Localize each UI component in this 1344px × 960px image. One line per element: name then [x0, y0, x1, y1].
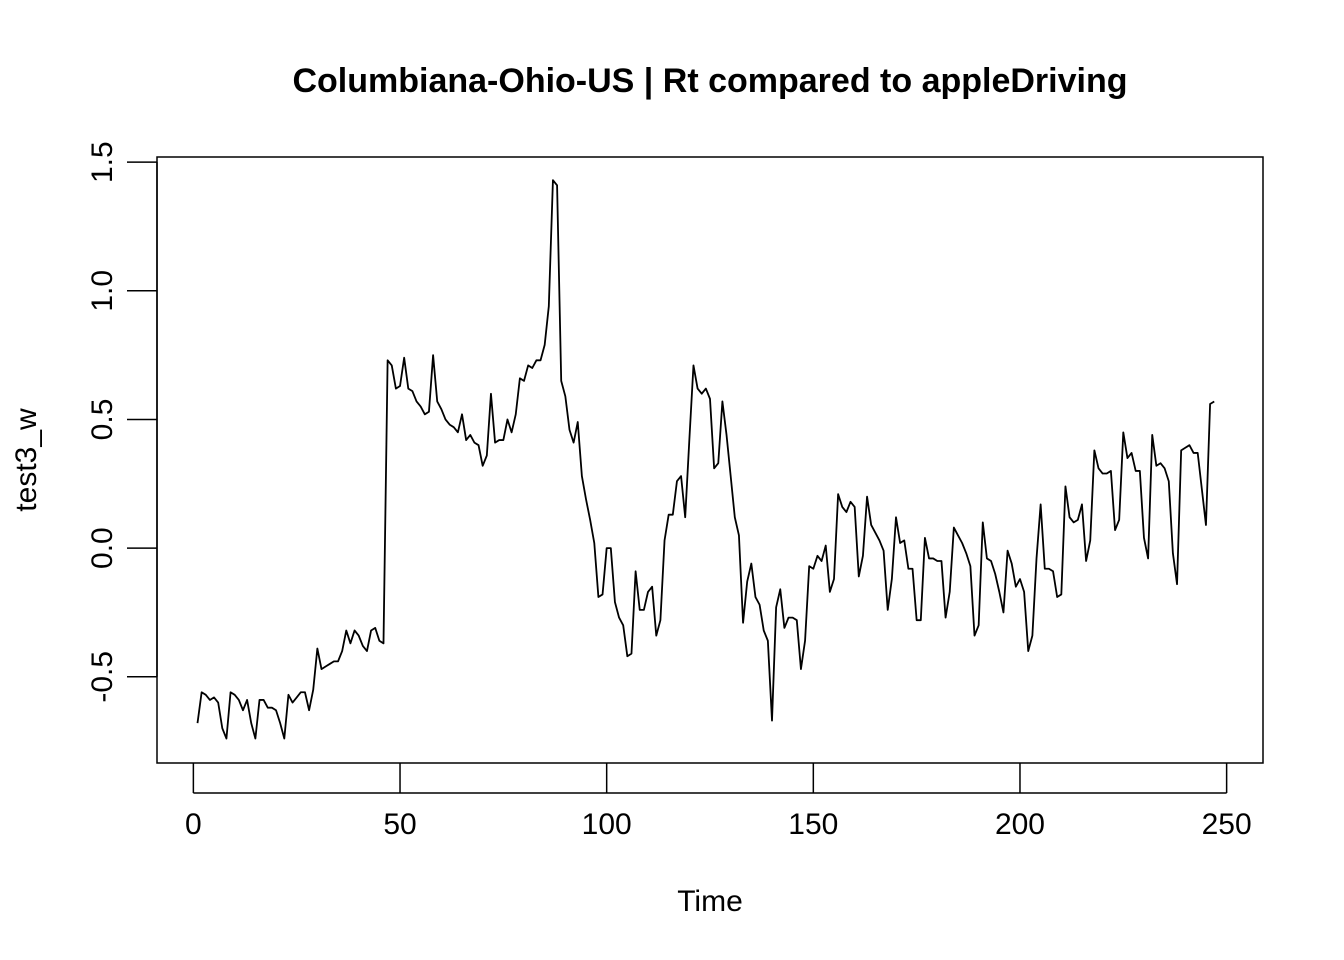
chart-title: Columbiana-Ohio-US | Rt compared to appl… [292, 62, 1127, 100]
y-tick-label: 0.5 [86, 399, 119, 441]
x-tick-label: 0 [185, 808, 202, 841]
x-tick-label: 50 [383, 808, 416, 841]
y-tick-label: 0.0 [86, 527, 119, 569]
x-axis-label: Time [677, 885, 743, 918]
y-axis: -0.5 0.0 0.5 1.0 1.5 [86, 141, 158, 703]
x-tick-label: 100 [582, 808, 632, 841]
y-tick-label: 1.0 [86, 270, 119, 312]
x-tick-label: 250 [1202, 808, 1252, 841]
y-axis-label: test3_w [10, 408, 43, 512]
x-tick-label: 150 [788, 808, 838, 841]
y-tick-label: 1.5 [86, 141, 119, 183]
series-line [196, 179, 1215, 740]
x-axis: 0 50 100 150 200 250 [185, 763, 1252, 841]
y-tick-label: -0.5 [86, 651, 119, 703]
x-tick-label: 200 [995, 808, 1045, 841]
